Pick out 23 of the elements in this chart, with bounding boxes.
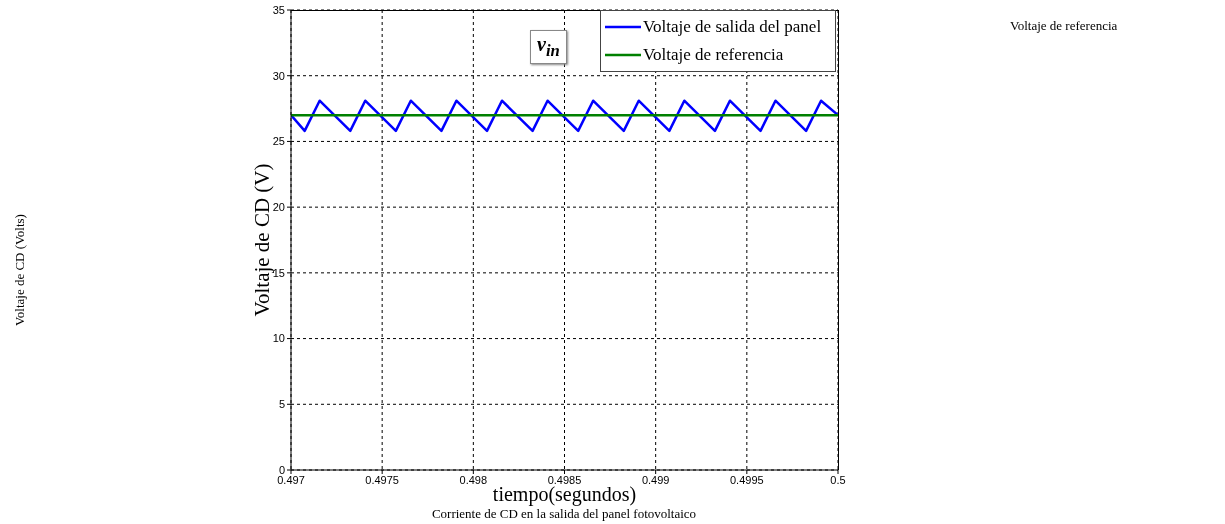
- x-tick-label: 0.497: [277, 473, 305, 486]
- y-tick-label: 15: [272, 266, 285, 279]
- y-tick-label: 25: [272, 135, 285, 148]
- x-tick-label: 0.499: [641, 473, 670, 486]
- text: Voltaje de CD (Volts): [12, 214, 28, 326]
- x-tick-label: 0.498: [459, 473, 488, 486]
- y-tick-label: 10: [272, 332, 285, 345]
- y-tick-label: 0: [278, 463, 285, 476]
- x-tick-label: 0.5: [830, 473, 846, 486]
- y-tick-label: 35: [272, 3, 285, 16]
- annotation: v$_{in}$: [530, 30, 567, 64]
- x-tick-label: 0.4995: [730, 473, 764, 486]
- y-tick-label: 20: [272, 201, 285, 214]
- y-axis-title: Voltaje de CD (V): [249, 163, 274, 317]
- y-tick-label: 5: [278, 398, 285, 411]
- text: Corriente de CD en la salida del panel fotovoltaico: [431, 506, 697, 522]
- legend-label: Voltaje de referencia: [643, 45, 784, 65]
- x-tick-label: 0.4975: [365, 473, 399, 486]
- legend-label: Voltaje de salida del panel: [643, 17, 822, 37]
- y-tick-label: 30: [272, 69, 285, 82]
- x-axis-title: tiempo(segundos): [492, 483, 637, 506]
- x-tick-label: 0.4985: [547, 473, 582, 486]
- text: Voltaje de referencia: [1010, 18, 1118, 34]
